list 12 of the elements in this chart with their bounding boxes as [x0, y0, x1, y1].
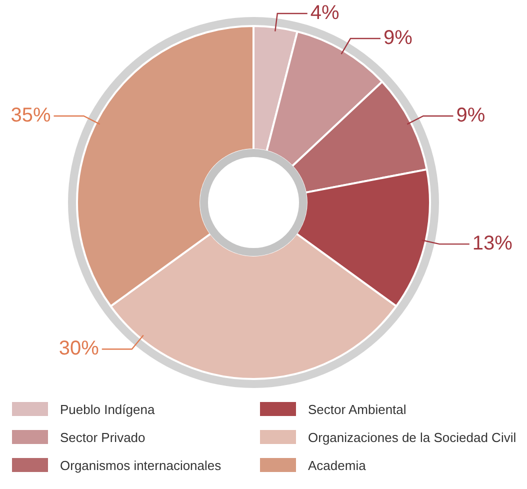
legend-label: Organismos internacionales	[60, 458, 222, 472]
legend-label: Sector Privado	[60, 430, 146, 444]
legend-label: Organizaciones de la Sociedad Civil	[308, 430, 516, 444]
legend-label: Academia	[308, 458, 366, 472]
legend-label: Sector Ambiental	[308, 402, 406, 416]
data-label: 13%	[472, 232, 513, 255]
data-label: 9%	[456, 104, 486, 127]
data-label: 35%	[10, 104, 51, 127]
data-label: 4%	[310, 2, 340, 24]
legend-label: Pueblo Indígena	[60, 402, 155, 416]
data-label: 9%	[383, 27, 413, 50]
data-label: 30%	[58, 338, 100, 360]
